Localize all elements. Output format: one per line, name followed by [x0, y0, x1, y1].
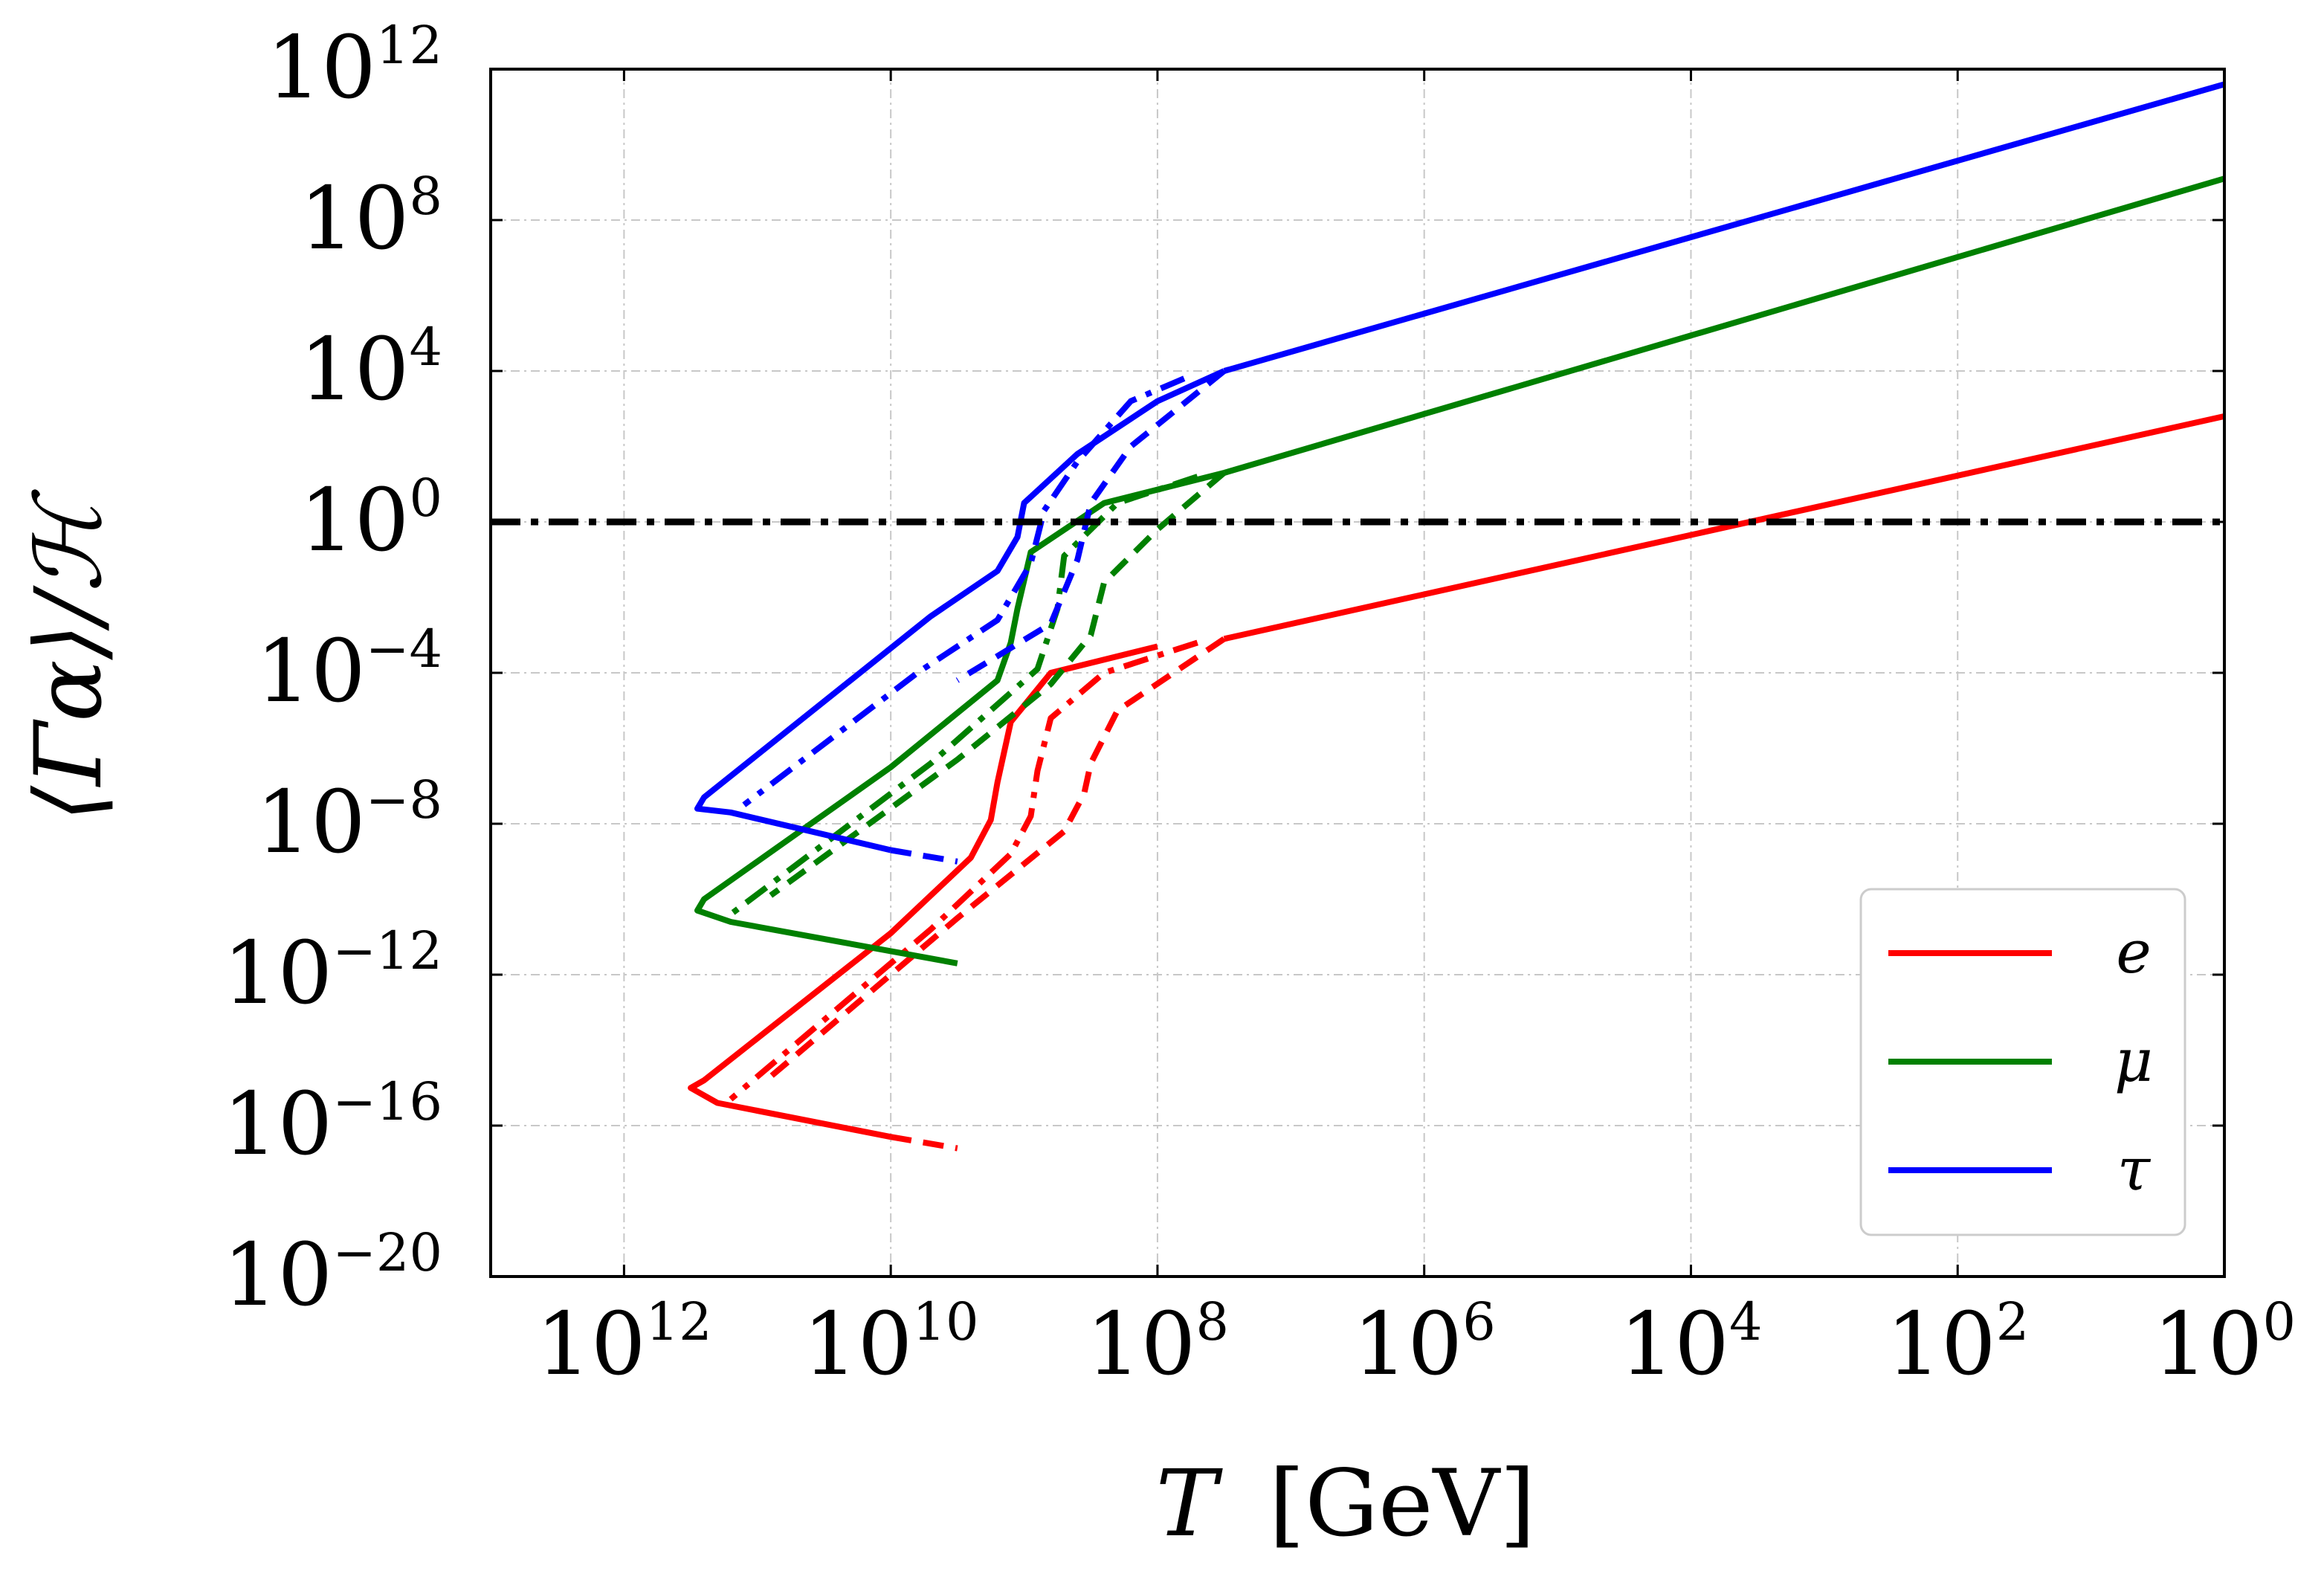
- x-tick-exponent: 10: [912, 1291, 978, 1352]
- y-tick-exponent: 8: [409, 166, 442, 227]
- x-tick-exponent: 12: [646, 1291, 712, 1352]
- series-line-e-asymptote: [1223, 413, 2225, 642]
- series-line-μ-solid: [694, 470, 1225, 966]
- x-tick-exponent: 8: [1195, 1291, 1229, 1352]
- series-line-τ-dashdot: [742, 375, 1186, 807]
- y-tick-label: 108: [300, 166, 442, 269]
- x-tick-base: 10: [1353, 1294, 1463, 1395]
- y-tick-base: 10: [223, 1074, 333, 1175]
- series-line-μ-dashdot: [729, 474, 1198, 917]
- y-tick-base: 10: [266, 18, 376, 118]
- y-tick-base: 10: [300, 471, 410, 571]
- x-axis-unit: [GeV]: [1269, 1450, 1536, 1558]
- series-line-μ-dashed: [769, 470, 1227, 898]
- series-layer: [688, 81, 2226, 1152]
- x-tick-label: 100: [2153, 1291, 2296, 1395]
- series-line-e-dashed: [769, 636, 1226, 1080]
- legend-label-2: τ: [2117, 1135, 2152, 1204]
- x-tick-base: 10: [803, 1294, 913, 1395]
- x-tick-label: 102: [1886, 1291, 2029, 1395]
- series-line-e-dashdot: [729, 639, 1198, 1102]
- x-tick-exponent: 4: [1729, 1291, 1763, 1352]
- series-line-τ-solid: [694, 368, 1226, 853]
- x-tick-label: 104: [1619, 1291, 1762, 1395]
- y-tick-base: 10: [256, 622, 366, 722]
- x-tick-exponent: 6: [1462, 1291, 1496, 1352]
- y-tick-base: 10: [223, 1225, 333, 1326]
- legend-label-0: e: [2116, 917, 2151, 987]
- y-tick-label: 10−16: [223, 1071, 442, 1175]
- y-tick-label: 104: [300, 317, 442, 420]
- y-tick-exponent: 0: [409, 468, 442, 529]
- x-tick-base: 10: [1886, 1294, 1996, 1395]
- series-line-μ-asymptote: [1223, 175, 2226, 476]
- series-line-e-dashed-tail: [890, 1134, 958, 1152]
- legend: eμτ: [1859, 888, 2186, 1236]
- y-axis-label: ⟨Γα⟩/ℋ: [16, 488, 123, 822]
- y-tick-exponent: −8: [366, 769, 442, 830]
- y-tick-exponent: −16: [332, 1071, 442, 1132]
- y-tick-label: 10−12: [223, 920, 442, 1024]
- legend-label-1: μ: [2114, 1026, 2153, 1095]
- y-tick-base: 10: [223, 923, 333, 1024]
- x-axis-label: T [GeV]: [1156, 1450, 1536, 1558]
- series-line-τ-dashed-tail: [890, 847, 958, 865]
- y-tick-base: 10: [300, 320, 410, 420]
- x-tick-base: 10: [1086, 1294, 1196, 1395]
- x-tick-label: 1010: [803, 1291, 979, 1395]
- y-tick-exponent: −20: [332, 1222, 442, 1283]
- series-line-τ-dashed: [955, 368, 1227, 683]
- series-line-τ-asymptote: [1223, 81, 2226, 374]
- y-tick-exponent: 4: [409, 317, 442, 378]
- y-tick-exponent: −12: [332, 920, 442, 981]
- x-tick-base: 10: [536, 1294, 646, 1395]
- y-tick-label: 10−8: [256, 769, 442, 873]
- y-tick-label: 1012: [266, 15, 442, 118]
- x-tick-exponent: 2: [1996, 1291, 2030, 1352]
- x-tick-label: 106: [1353, 1291, 1496, 1395]
- ticks: [491, 68, 2226, 1278]
- y-tick-label: 100: [300, 468, 442, 571]
- y-tick-exponent: −4: [366, 619, 442, 680]
- x-tick-exponent: 0: [2263, 1291, 2296, 1352]
- y-tick-base: 10: [256, 772, 366, 873]
- x-tick-label: 1012: [536, 1291, 712, 1395]
- x-tick-base: 10: [2153, 1294, 2263, 1395]
- y-tick-label: 10−20: [223, 1222, 442, 1326]
- x-tick-base: 10: [1619, 1294, 1729, 1395]
- x-tick-labels: 1012 1010 108 106 104 102 100: [536, 1291, 2296, 1395]
- y-tick-base: 10: [300, 169, 410, 269]
- x-tick-label: 108: [1086, 1291, 1229, 1395]
- y-tick-exponent: 12: [376, 15, 442, 76]
- x-axis-variable: T: [1156, 1450, 1224, 1558]
- y-tick-label: 10−4: [256, 619, 442, 722]
